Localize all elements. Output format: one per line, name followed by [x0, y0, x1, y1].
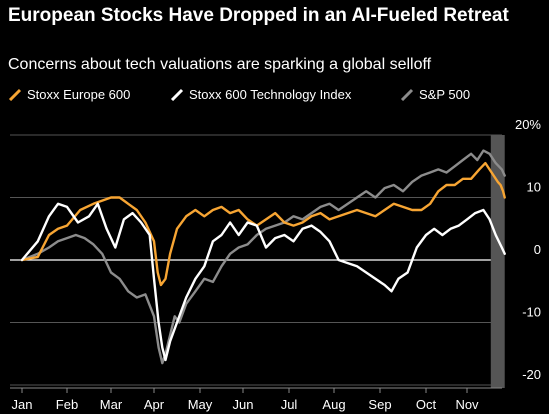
y-tick-label: 20% [515, 117, 541, 132]
x-tick-label: Aug [322, 397, 345, 412]
legend-swatch-sp500 [400, 88, 414, 102]
x-tick-label: Nov [455, 397, 479, 412]
x-tick-label: Sep [368, 397, 391, 412]
legend-label: Stoxx Europe 600 [27, 87, 131, 102]
x-tick-label: Oct [416, 397, 437, 412]
y-tick-label: -10 [522, 305, 541, 320]
legend-item-sp500: S&P 500 [400, 87, 470, 102]
series-line-s-p-500 [20, 149, 506, 365]
legend-label: S&P 500 [419, 87, 471, 102]
x-tick-label: Jul [281, 397, 298, 412]
y-tick-label: -20 [522, 367, 541, 382]
series-line-stoxx-europe-600 [20, 161, 506, 287]
legend-item-stoxx-600-technology: Stoxx 600 Technology Index [170, 87, 351, 102]
x-tick-label: May [188, 397, 213, 412]
x-tick-label: Jun [233, 397, 254, 412]
series-line-stoxx-600-technology-index [20, 202, 506, 362]
legend-swatch-stoxx-europe-600 [8, 88, 22, 102]
legend-swatch-stoxx-600-technology [170, 88, 184, 102]
chart-subtitle: Concerns about tech valuations are spark… [8, 56, 432, 73]
chart-title: European Stocks Have Dropped in an AI-Fu… [8, 5, 509, 26]
x-tick-label: Mar [100, 397, 123, 412]
x-tick-label: Jan [12, 397, 33, 412]
y-tick-label: 0 [534, 242, 541, 257]
x-tick-label: Apr [144, 397, 165, 412]
legend-item-stoxx-europe-600: Stoxx Europe 600 [8, 87, 130, 102]
y-tick-label: 10 [527, 180, 541, 195]
shaded-region [490, 135, 505, 388]
legend-label: Stoxx 600 Technology Index [189, 87, 352, 102]
x-tick-label: Feb [56, 397, 78, 412]
